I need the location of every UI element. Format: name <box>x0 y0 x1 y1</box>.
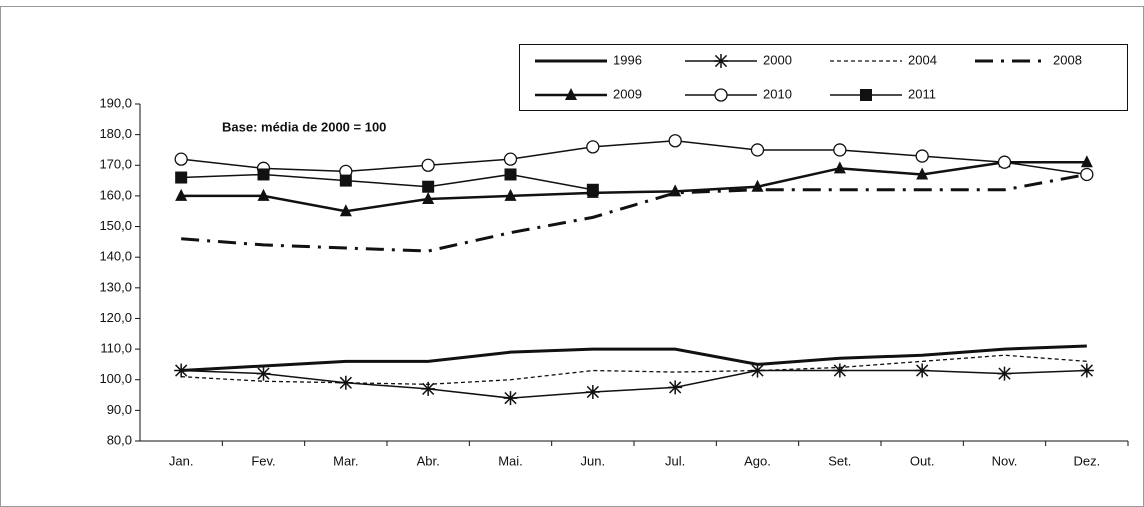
y-tick-label: 130,0 <box>99 279 132 294</box>
marker <box>668 134 682 148</box>
marker <box>339 204 352 217</box>
marker <box>668 380 683 395</box>
marker <box>503 391 518 406</box>
legend-label: 2008 <box>1053 52 1082 67</box>
marker <box>750 143 765 157</box>
legend-label: 2010 <box>763 86 792 101</box>
x-tick-label: Out. <box>910 453 935 468</box>
marker <box>175 188 188 201</box>
legend-label: 2011 <box>908 86 936 101</box>
x-tick-label: Mai. <box>498 453 523 468</box>
x-tick-label: Ago. <box>744 453 771 468</box>
marker <box>504 188 517 201</box>
series-line <box>181 344 1087 373</box>
marker <box>1080 155 1093 168</box>
marker <box>714 54 728 68</box>
marker <box>257 168 270 181</box>
marker <box>997 155 1012 169</box>
series-line <box>181 172 1088 253</box>
legend-box <box>519 44 1128 111</box>
marker <box>586 183 599 196</box>
marker <box>256 366 271 381</box>
marker <box>422 191 435 204</box>
marker <box>175 171 188 184</box>
y-tick-label: 190,0 <box>99 95 132 110</box>
marker <box>916 167 929 180</box>
marker <box>1080 167 1094 182</box>
marker <box>174 152 188 166</box>
marker <box>422 180 435 193</box>
marker <box>833 143 847 157</box>
y-tick-label: 110,0 <box>100 341 132 356</box>
marker <box>751 179 764 192</box>
marker <box>915 363 930 378</box>
series-line <box>181 369 1087 399</box>
marker <box>832 363 847 378</box>
marker <box>339 174 352 187</box>
marker <box>421 158 435 172</box>
x-tick-label: Jan. <box>169 453 194 468</box>
y-tick-label: 90,0 <box>107 402 132 417</box>
marker <box>504 168 517 181</box>
legend-label: 2000 <box>763 52 792 67</box>
marker <box>997 366 1012 381</box>
annotation: Base: média de 2000 = 100 <box>222 119 386 134</box>
y-tick-label: 140,0 <box>99 249 132 264</box>
legend-label: 1996 <box>613 52 642 67</box>
marker <box>714 88 728 102</box>
y-tick-label: 100,0 <box>99 371 132 386</box>
x-tick-label: Dez. <box>1073 453 1100 468</box>
legend-label: 2004 <box>908 52 937 67</box>
marker <box>669 184 682 197</box>
marker <box>860 89 872 101</box>
y-tick-label: 150,0 <box>99 218 132 233</box>
marker <box>833 161 846 174</box>
marker <box>1079 363 1094 378</box>
x-tick-label: Nov. <box>992 453 1018 468</box>
marker <box>585 384 600 399</box>
x-tick-label: Fev. <box>251 453 275 468</box>
x-tick-label: Abr. <box>417 453 440 468</box>
y-tick-label: 170,0 <box>99 157 132 172</box>
series-line <box>181 140 1087 176</box>
marker <box>257 188 270 201</box>
series-line <box>181 160 1087 213</box>
marker <box>503 152 518 166</box>
x-tick-label: Set. <box>828 453 851 468</box>
marker <box>174 363 189 378</box>
marker <box>421 381 436 396</box>
legend-label: 2009 <box>613 86 642 101</box>
y-tick-label: 160,0 <box>99 187 132 202</box>
y-tick-label: 120,0 <box>99 310 132 325</box>
x-tick-label: Jul. <box>665 453 685 468</box>
marker <box>915 149 929 163</box>
x-tick-label: Mar. <box>333 453 358 468</box>
marker <box>565 88 577 100</box>
series-line <box>181 173 593 191</box>
marker <box>586 140 600 154</box>
y-tick-label: 180,0 <box>99 126 132 141</box>
y-tick-label: 80,0 <box>107 432 132 447</box>
x-tick-label: Jun. <box>581 453 606 468</box>
